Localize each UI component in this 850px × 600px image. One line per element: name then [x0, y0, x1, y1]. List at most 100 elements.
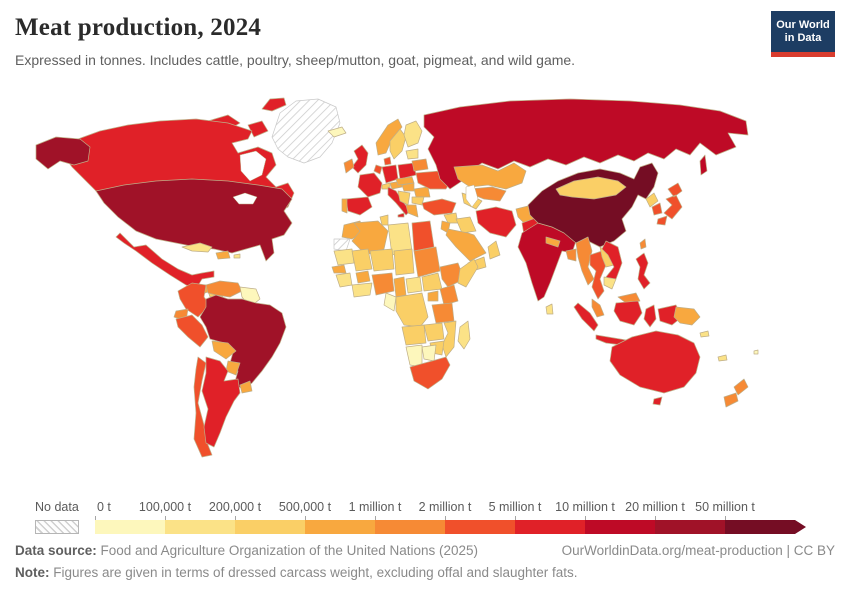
country-cuba[interactable]	[181, 242, 213, 253]
country-united-kingdom[interactable]	[351, 144, 369, 174]
country-solomon-islands[interactable]	[699, 330, 710, 338]
country-japan[interactable]	[656, 182, 683, 226]
legend-bin-swatch-5[interactable]	[445, 520, 515, 534]
country-fiji[interactable]	[753, 349, 759, 355]
legend-bin-swatch-8[interactable]	[655, 520, 725, 534]
country-namibia[interactable]	[405, 344, 423, 368]
country-papua-new-guinea[interactable]	[673, 306, 701, 326]
country-ireland[interactable]	[343, 158, 355, 174]
country-belarus[interactable]	[411, 158, 429, 172]
country-paraguay[interactable]	[225, 360, 241, 376]
legend-bin-swatch-9[interactable]	[725, 520, 795, 534]
legend-bin-swatch-2[interactable]	[235, 520, 305, 534]
country-malaysia[interactable]	[591, 298, 605, 318]
country-australia-tasmania[interactable]	[652, 396, 663, 406]
country-guinea-region[interactable]	[335, 272, 353, 288]
legend-no-data-swatch[interactable]	[35, 520, 79, 534]
legend-bin-swatch-7[interactable]	[585, 520, 655, 534]
country-south-africa[interactable]	[409, 356, 451, 390]
country-botswana[interactable]	[421, 344, 437, 362]
country-drc[interactable]	[395, 292, 429, 328]
country-uganda[interactable]	[427, 290, 439, 302]
country-uruguay[interactable]	[239, 380, 253, 394]
country-sri-lanka[interactable]	[545, 303, 554, 315]
country-syria[interactable]	[443, 212, 459, 224]
country-egypt[interactable]	[411, 220, 435, 252]
legend-bin-swatch-3[interactable]	[305, 520, 375, 534]
country-mali[interactable]	[351, 248, 373, 272]
country-new-zealand-north[interactable]	[733, 378, 749, 396]
country-mexico[interactable]	[115, 232, 215, 290]
country-bolivia[interactable]	[211, 340, 237, 360]
country-mauritania[interactable]	[333, 248, 355, 266]
country-tanzania[interactable]	[431, 302, 455, 324]
country-taiwan[interactable]	[639, 238, 647, 250]
legend-bin-swatch-4[interactable]	[375, 520, 445, 534]
country-senegal[interactable]	[331, 264, 347, 274]
country-saudi-arabia[interactable]	[445, 228, 487, 262]
country-south-korea[interactable]	[651, 202, 663, 216]
country-oman[interactable]	[487, 240, 501, 260]
country-greece[interactable]	[405, 204, 419, 218]
country-cambodia[interactable]	[603, 276, 617, 290]
country-peru[interactable]	[175, 314, 209, 348]
country-benelux[interactable]	[373, 164, 383, 175]
country-chile[interactable]	[193, 356, 213, 458]
country-sudan[interactable]	[413, 246, 441, 278]
country-spain[interactable]	[345, 196, 373, 216]
country-chad[interactable]	[393, 248, 415, 276]
country-malaysia-borneo[interactable]	[617, 292, 641, 304]
country-ivory-ghana[interactable]	[351, 282, 373, 298]
country-philippines[interactable]	[635, 252, 651, 290]
country-turkey[interactable]	[421, 198, 457, 216]
country-australia[interactable]	[609, 330, 701, 394]
country-iran[interactable]	[475, 206, 517, 238]
country-kenya[interactable]	[439, 284, 459, 306]
country-south-sudan[interactable]	[421, 272, 443, 292]
country-new-zealand-south[interactable]	[723, 392, 739, 408]
country-portugal[interactable]	[341, 198, 348, 214]
country-finland[interactable]	[403, 120, 423, 148]
country-bangladesh[interactable]	[565, 248, 577, 262]
country-brazil[interactable]	[199, 294, 287, 390]
country-congo-gabon[interactable]	[383, 292, 397, 312]
country-zambia[interactable]	[423, 322, 445, 342]
country-indonesia-sumatra[interactable]	[573, 302, 599, 332]
country-niger[interactable]	[369, 248, 395, 272]
country-madagascar[interactable]	[457, 320, 471, 350]
country-cameroon[interactable]	[393, 276, 407, 298]
country-italy-sicily[interactable]	[397, 212, 405, 218]
country-venezuela[interactable]	[205, 280, 243, 298]
country-romania[interactable]	[413, 186, 431, 198]
country-iraq[interactable]	[455, 216, 477, 234]
legend-bin-swatch-1[interactable]	[165, 520, 235, 534]
legend-bin-swatch-6[interactable]	[515, 520, 585, 534]
country-russia-sakhalin[interactable]	[699, 154, 708, 176]
legend-bin-swatch-0[interactable]	[95, 520, 165, 534]
country-kazakhstan[interactable]	[453, 162, 527, 190]
country-france[interactable]	[357, 172, 383, 198]
country-bulgaria[interactable]	[411, 196, 425, 206]
country-somalia[interactable]	[457, 258, 479, 288]
country-baltics[interactable]	[405, 148, 419, 160]
country-canada-arctic-1[interactable]	[261, 97, 287, 112]
country-tunisia[interactable]	[379, 214, 389, 226]
country-mongolia[interactable]	[555, 176, 627, 200]
country-puerto-rico[interactable]	[233, 253, 241, 259]
country-iceland[interactable]	[327, 126, 347, 138]
country-alaska[interactable]	[35, 136, 91, 170]
country-new-caledonia[interactable]	[717, 354, 728, 362]
country-argentina[interactable]	[201, 356, 241, 448]
country-canada-arctic-3[interactable]	[247, 120, 269, 138]
owid-url-link[interactable]: OurWorldinData.org/meat-production | CC …	[561, 543, 835, 558]
country-central-african-republic[interactable]	[405, 276, 423, 294]
country-nepal[interactable]	[545, 236, 561, 248]
country-hungary[interactable]	[401, 182, 415, 192]
country-china[interactable]	[527, 162, 659, 248]
country-north-korea[interactable]	[645, 192, 659, 208]
country-russia[interactable]	[423, 98, 749, 190]
country-burkina-faso[interactable]	[355, 270, 371, 284]
country-indonesia-borneo[interactable]	[613, 300, 643, 326]
country-angola[interactable]	[401, 324, 427, 346]
country-sweden[interactable]	[389, 128, 407, 160]
